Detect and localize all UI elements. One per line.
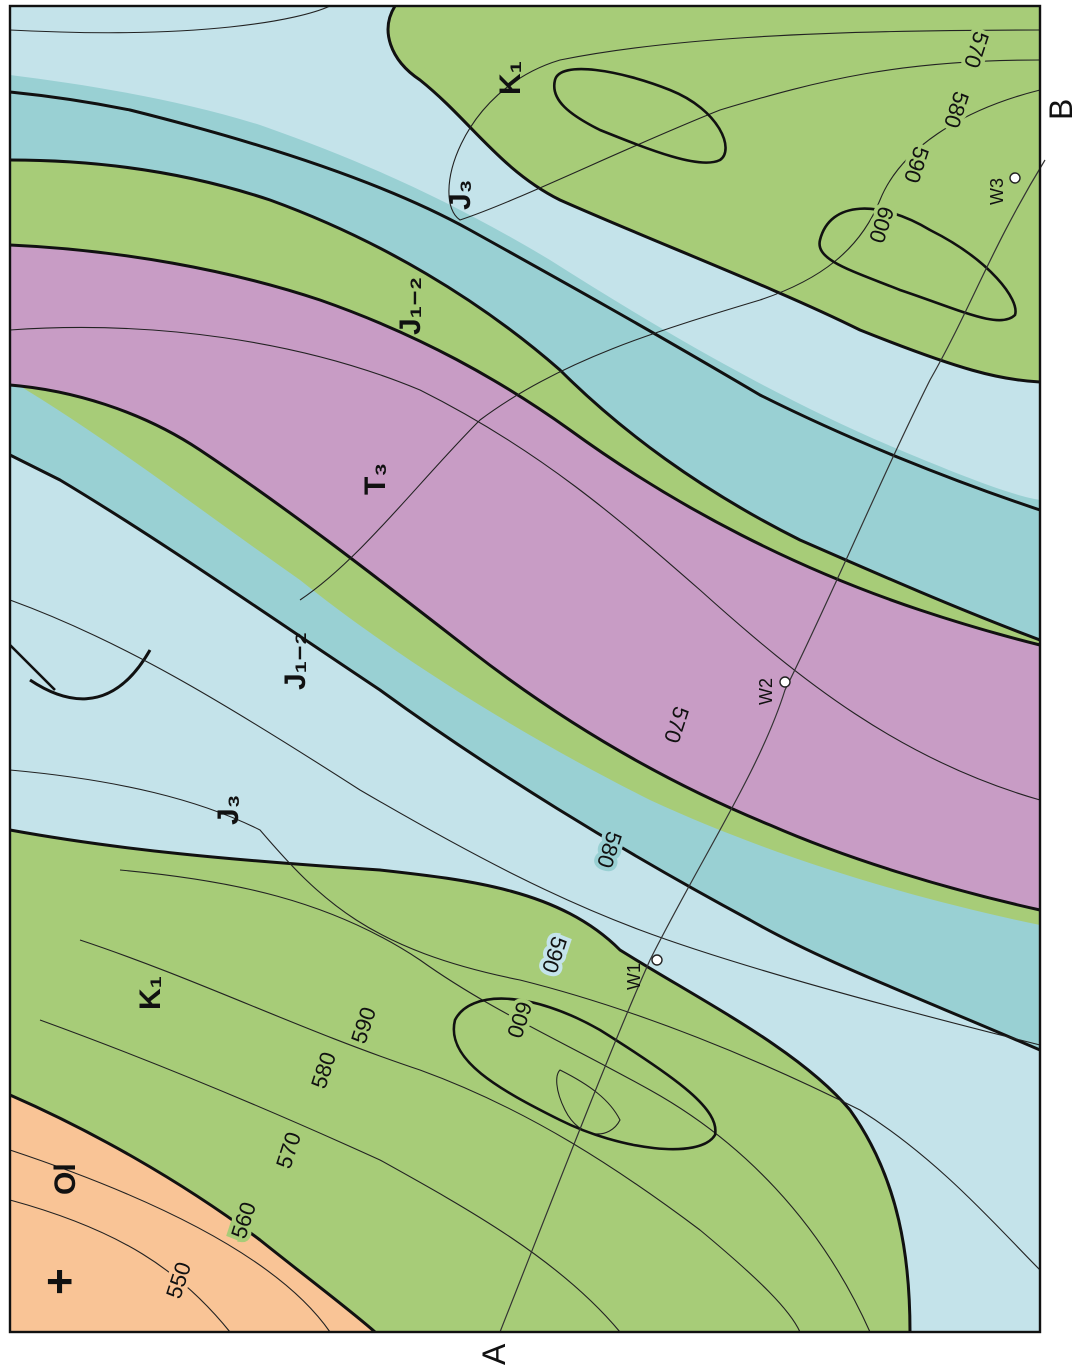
well-w3-marker [1009, 172, 1021, 184]
unit-label-ol: Ol [49, 1163, 82, 1195]
section-label-b: B [1043, 99, 1077, 120]
unit-boundaries [9, 5, 1041, 1334]
well-w1-marker [651, 954, 663, 966]
unit-label-j12-right: J₁₋₂ [394, 277, 427, 335]
unit-ol-area [10, 1095, 375, 1332]
unit-label-t3: T₃ [359, 463, 392, 495]
well-label-w3: W3 [987, 178, 1007, 205]
section-line-a-b [499, 159, 1046, 1333]
unit-j12-area-right [10, 75, 1040, 640]
map-frame-border [8, 4, 1042, 1334]
unit-label-j12-left: J₁₋₂ [279, 632, 312, 690]
unit-label-j3-left: J₃ [212, 794, 245, 825]
structure-contours [9, 5, 1041, 1333]
unit-j3-area-left [10, 410, 1040, 1332]
unit-j12-area-left [10, 380, 1040, 1050]
well-w2-marker [779, 676, 791, 688]
unit-label-k1-left: K₁ [134, 976, 167, 1010]
well-label-w1: W1 [624, 963, 644, 990]
section-label-a: A [476, 1343, 512, 1365]
well-label-w2: W2 [756, 678, 776, 705]
unit-k1-area-right [395, 6, 1040, 380]
unit-j3-inlier-left [10, 530, 154, 708]
unit-label-crystalline: + [33, 1268, 85, 1295]
unit-label-k1-right: K₁ [494, 61, 527, 95]
unit-label-j3-right: J₃ [444, 179, 477, 210]
unit-t3-area [10, 245, 1040, 910]
